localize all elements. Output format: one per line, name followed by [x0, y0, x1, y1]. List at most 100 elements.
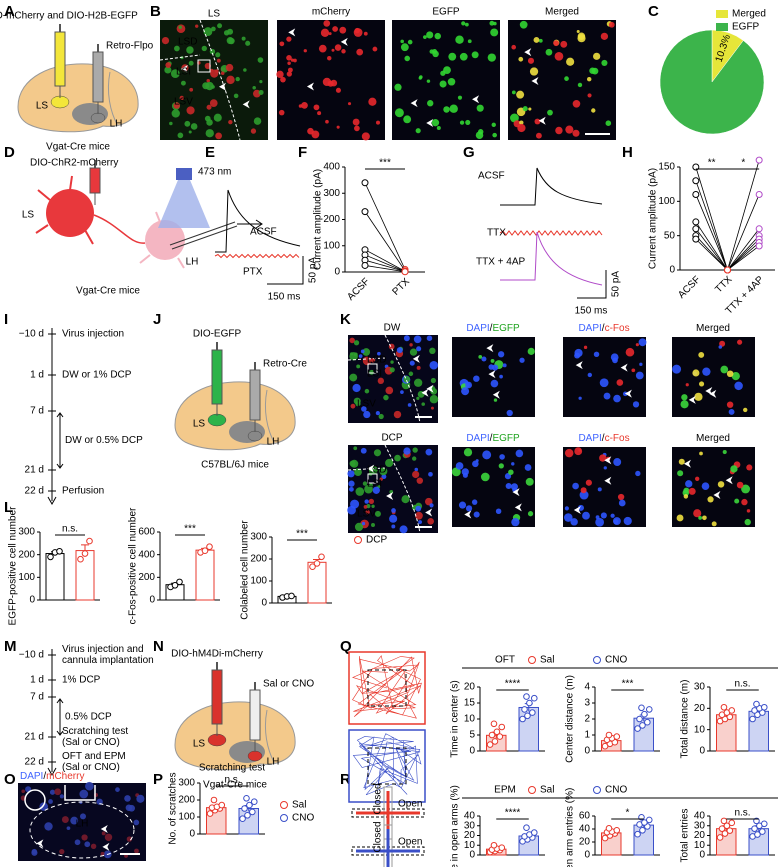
x-tick-label: ACSF [345, 276, 372, 303]
cell [341, 49, 346, 54]
cell [429, 360, 439, 370]
panel-letter: D [4, 144, 15, 161]
stain-part: DAPI [466, 323, 489, 334]
cell [211, 26, 216, 32]
cell [587, 372, 593, 378]
cell [746, 464, 753, 471]
data-point [498, 723, 506, 731]
cell [385, 386, 394, 395]
cell [356, 48, 364, 56]
scale-label: 150 ms [575, 306, 608, 317]
mouse-label: C57BL/6J mice [201, 460, 269, 471]
cell [180, 80, 186, 86]
legend-label: Sal [540, 785, 554, 796]
stain-part: c-Fos [605, 323, 630, 334]
cell [195, 24, 199, 28]
cell [331, 48, 335, 52]
subject-point [692, 190, 700, 198]
region-label: LH [186, 257, 199, 268]
data-point [634, 725, 641, 732]
cell [59, 794, 64, 799]
data-point [490, 720, 498, 728]
data-point [645, 706, 653, 713]
cell [743, 407, 748, 413]
sig-label: n.s. [62, 524, 78, 535]
legend-swatch [716, 10, 728, 18]
cell [490, 28, 499, 37]
cell [508, 469, 514, 475]
trace-label: TTX [487, 228, 506, 239]
cell [349, 337, 355, 344]
cell [698, 516, 703, 520]
cell [349, 460, 356, 467]
y-tick-label: 0 [149, 595, 155, 606]
cell [409, 360, 415, 366]
legend-marker [528, 786, 536, 794]
subregion-label: LSI [367, 369, 382, 380]
subject-point [692, 177, 700, 185]
cell [70, 816, 79, 825]
cell [353, 446, 358, 451]
cell [678, 458, 685, 465]
data-point [496, 733, 504, 740]
subregion-label: LSD [367, 465, 386, 476]
light-cone [158, 180, 210, 228]
data-point [249, 808, 256, 816]
data-point [210, 796, 218, 804]
cell [354, 522, 364, 532]
region-label: LH [110, 119, 123, 130]
syringe [92, 51, 104, 103]
data-point [720, 703, 728, 711]
y-axis-label: Total entries [680, 809, 691, 863]
cell [737, 339, 743, 345]
cell [377, 351, 381, 356]
cell [134, 848, 139, 854]
y-tick-label: 0 [469, 850, 475, 861]
cell [349, 352, 358, 361]
data-point [601, 834, 609, 842]
scale-label: 50 pA [611, 271, 622, 297]
arrowhead [492, 390, 500, 399]
cell [228, 119, 233, 125]
cell [502, 363, 507, 368]
data-point [759, 828, 766, 835]
data-point [644, 718, 651, 726]
cell [364, 484, 373, 494]
y-tick-label: 200 [178, 795, 195, 806]
cell [426, 31, 434, 39]
data-point [77, 555, 84, 563]
cell [638, 338, 647, 347]
data-point [753, 700, 760, 708]
cell [578, 396, 582, 400]
panel-letter: Q [340, 638, 352, 655]
cell [401, 495, 410, 504]
cell [430, 406, 434, 410]
cell [427, 517, 434, 525]
syringe [211, 349, 223, 405]
trace [215, 189, 301, 253]
cell [210, 69, 219, 78]
data-point [716, 834, 724, 841]
data-point [488, 731, 496, 739]
arrowhead [421, 388, 429, 397]
cell [564, 448, 574, 458]
cell [587, 93, 592, 98]
region-label: LS [36, 101, 49, 112]
cell [252, 86, 256, 90]
cell [360, 349, 365, 354]
cell [685, 383, 689, 387]
bar [45, 553, 65, 601]
cell [400, 39, 404, 44]
cell [553, 40, 560, 47]
injection-label: Sal or CNO [263, 679, 314, 690]
cell [429, 503, 434, 508]
data-point [241, 805, 248, 812]
cell [481, 356, 487, 362]
ls-neuron [46, 189, 94, 237]
arrowhead [624, 389, 632, 398]
cell [522, 106, 528, 112]
legend-marker [593, 786, 601, 794]
cell [408, 371, 414, 377]
cell [528, 107, 532, 111]
cell [605, 120, 612, 126]
